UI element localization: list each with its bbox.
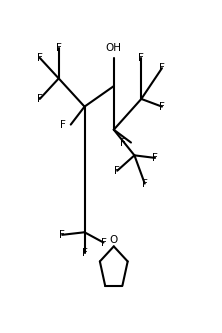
Text: F: F <box>159 63 165 73</box>
Text: F: F <box>101 237 106 247</box>
Text: F: F <box>114 166 120 176</box>
Text: F: F <box>152 153 158 163</box>
Text: F: F <box>142 178 148 188</box>
Text: F: F <box>120 138 126 148</box>
Text: O: O <box>110 235 118 245</box>
Text: F: F <box>82 248 87 258</box>
Text: F: F <box>138 53 144 63</box>
Text: F: F <box>159 102 165 112</box>
Text: F: F <box>37 94 43 104</box>
Text: F: F <box>56 43 62 53</box>
Text: F: F <box>37 53 43 63</box>
Text: F: F <box>59 230 65 240</box>
Text: F: F <box>60 120 66 130</box>
Text: OH: OH <box>106 43 122 53</box>
